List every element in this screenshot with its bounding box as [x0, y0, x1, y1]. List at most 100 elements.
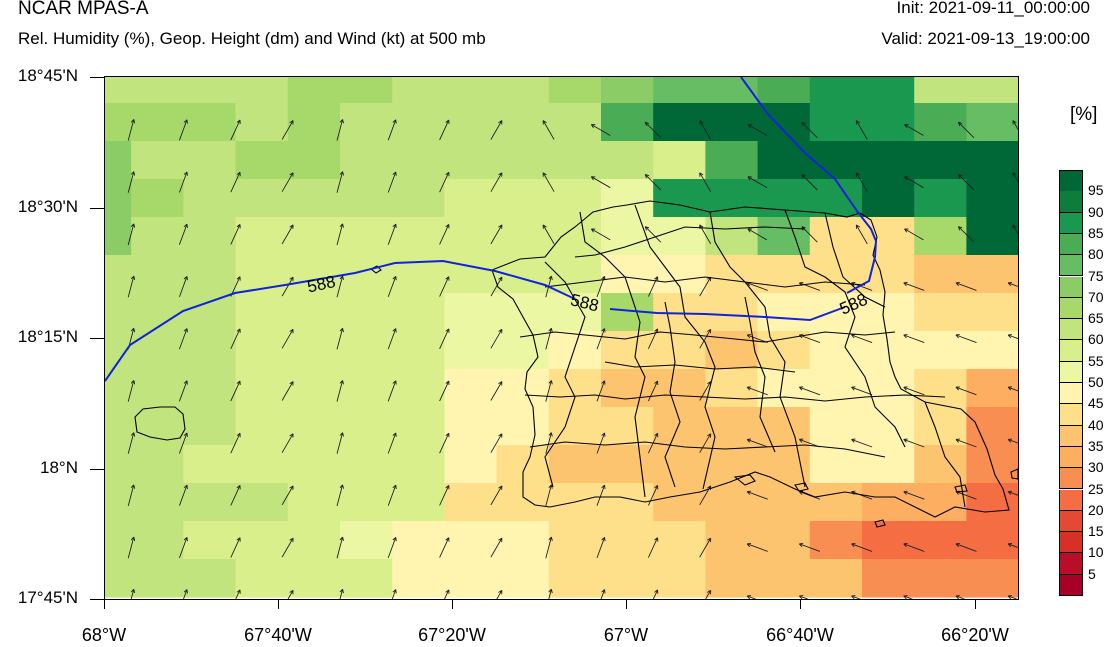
wind-arrow: [178, 328, 188, 350]
wind-arrow: [127, 171, 136, 193]
wind-arrow: [490, 328, 503, 349]
wind-arrow: [230, 380, 241, 402]
wind-arrow: [855, 120, 868, 140]
wind-arrow: [1007, 595, 1018, 599]
wind-arrow: [699, 433, 712, 453]
x-tick: [278, 599, 279, 609]
colorbar-label: 5: [1088, 565, 1096, 582]
wind-arrow: [699, 120, 712, 140]
colorbar-swatch: [1059, 532, 1083, 554]
colorbar-label: 75: [1088, 267, 1104, 284]
wind-arrow: [903, 334, 925, 344]
wind-arrow: [548, 588, 553, 599]
colorbar-swatch: [1059, 297, 1083, 320]
wind-arrow: [130, 588, 136, 599]
mona-island-coastline: [134, 406, 186, 441]
y-tick: [90, 469, 104, 470]
colorbar-swatch: [1059, 276, 1083, 298]
wind-arrow: [1007, 542, 1018, 548]
wind-arrow: [230, 224, 241, 245]
wind-arrow: [903, 542, 925, 552]
y-axis-label: 18°45'N: [17, 66, 78, 85]
colorbar-label: 80: [1088, 246, 1104, 263]
wind-arrow: [387, 328, 397, 350]
wind-arrow: [851, 542, 873, 552]
wind-arrow: [387, 119, 397, 141]
colorbar-label: 40: [1088, 416, 1104, 433]
wind-arrow: [903, 438, 925, 448]
x-tick: [975, 599, 976, 609]
colorbar-swatch: [1059, 446, 1083, 469]
wind-arrow: [444, 589, 450, 599]
wind-arrow: [904, 228, 924, 241]
wind-arrow: [281, 537, 294, 558]
wind-arrow: [281, 328, 294, 349]
x-tick: [104, 599, 105, 609]
wind-arrow: [699, 537, 712, 558]
wind-arrow: [230, 537, 241, 558]
wind-arrow: [904, 176, 924, 189]
wind-arrow: [600, 589, 606, 599]
map-title: NCAR MPAS-A: [18, 0, 149, 19]
wind-arrow: [955, 281, 977, 291]
colorbar-swatch: [1059, 319, 1083, 341]
wind-arrow: [336, 484, 344, 507]
wind-arrow: [178, 536, 188, 559]
wind-arrow: [439, 276, 450, 297]
wind-arrow: [336, 432, 344, 454]
valid-time: Valid: 2021-09-13_19:00:00: [881, 29, 1090, 48]
wind-arrow: [336, 380, 344, 402]
colorbar-label: 45: [1088, 395, 1104, 412]
wind-arrow: [178, 275, 188, 298]
colorbar-swatch: [1059, 489, 1083, 511]
wind-arrow: [127, 275, 136, 298]
humidity-map: 588 588 588: [105, 77, 1018, 599]
wind-arrow: [903, 281, 925, 291]
y-tick: [90, 208, 104, 209]
wind-arrow: [439, 171, 450, 193]
x-axis-label: 66°40'W: [766, 625, 834, 645]
wind-arrow: [747, 176, 768, 189]
wind-arrow: [281, 433, 294, 453]
wind-arrow: [336, 275, 344, 298]
wind-arrow: [387, 380, 397, 402]
x-tick: [626, 599, 627, 609]
wind-arrow: [1007, 438, 1018, 444]
wind-arrow: [339, 588, 344, 599]
wind-arrow: [644, 173, 662, 191]
x-tick: [452, 599, 453, 609]
wind-arrow: [178, 119, 188, 141]
wind-arrow: [235, 589, 241, 599]
wind-arrow: [545, 327, 553, 350]
puerto-rico-coastline: [491, 200, 1010, 518]
wind-arrow: [1007, 490, 1018, 496]
wind-arrow: [1012, 224, 1018, 235]
wind-arrow: [855, 172, 868, 192]
x-axis-label: 67°W: [603, 625, 649, 645]
wind-arrow: [699, 172, 712, 192]
y-tick: [90, 599, 104, 600]
wind-arrow: [590, 176, 611, 189]
wind-vectors: [127, 119, 1018, 599]
wind-arrow: [1012, 172, 1018, 183]
wind-arrow: [851, 595, 861, 599]
wind-arrow: [545, 536, 553, 559]
colorbar-swatch: [1059, 340, 1083, 362]
colorbar-label: 90: [1088, 203, 1104, 220]
wind-arrow: [855, 224, 868, 245]
wind-arrow: [490, 537, 503, 558]
wind-arrow: [281, 381, 294, 401]
wind-arrow: [542, 120, 555, 140]
wind-arrow: [955, 386, 977, 396]
wind-arrow: [490, 172, 503, 192]
wind-arrow: [178, 380, 188, 402]
map-subtitle: Rel. Humidity (%), Geop. Height (dm) and…: [18, 29, 486, 48]
wind-arrow: [747, 124, 768, 136]
wind-arrow: [596, 536, 606, 559]
colorbar-swatch: [1059, 233, 1083, 256]
colorbar-swatch: [1059, 574, 1083, 596]
wind-arrow: [644, 226, 662, 243]
colorbar-swatch: [1059, 468, 1083, 490]
wind-arrow: [178, 223, 188, 245]
x-tick: [800, 599, 801, 609]
